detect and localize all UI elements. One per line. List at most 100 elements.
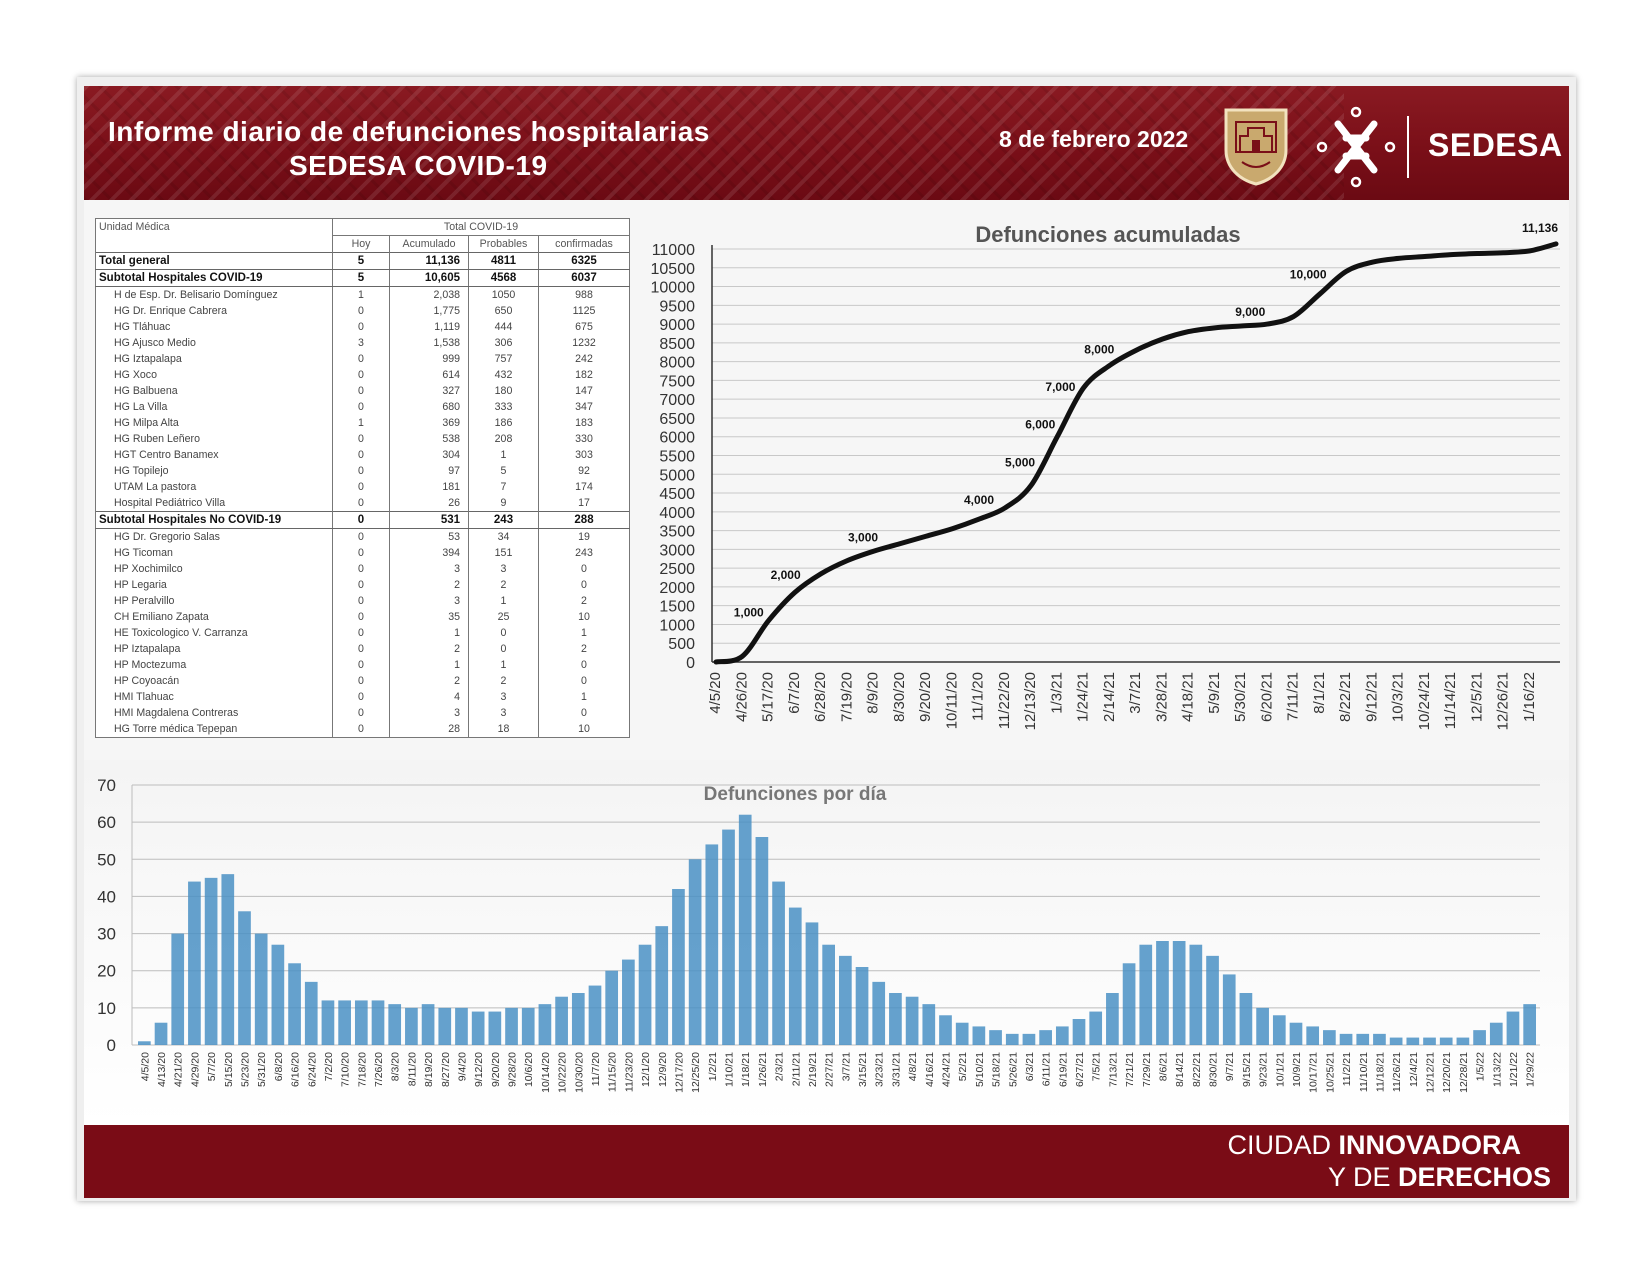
value-cell: 0 xyxy=(538,705,630,721)
value-cell: 2 xyxy=(538,593,630,609)
unit-name-cell: HG Ruben Leñero xyxy=(95,431,333,447)
value-cell: 394 xyxy=(389,545,469,561)
value-cell: 1,119 xyxy=(389,319,469,335)
deaths-by-hospital-table: Unidad Médica Total COVID-19 Hoy Acumula… xyxy=(95,218,630,738)
value-cell: 9 xyxy=(468,495,539,512)
value-cell: 680 xyxy=(389,399,469,415)
table-row: Hospital Pediátrico Villa 0 26 9 17 xyxy=(95,495,630,512)
table-row: HG Ajusco Medio 3 1,538 306 1232 xyxy=(95,335,630,351)
value-cell: 0 xyxy=(332,545,390,561)
unit-name-cell: HG La Villa xyxy=(95,399,333,415)
table-body: Total general 5 11,136 4811 6325 Subtotal Hos… xyxy=(95,252,630,738)
value-cell: 242 xyxy=(538,351,630,367)
value-cell: 35 xyxy=(389,609,469,625)
value-cell: 347 xyxy=(538,399,630,415)
value-cell: 92 xyxy=(538,463,630,479)
value-cell: 183 xyxy=(538,415,630,431)
logo-divider xyxy=(1407,116,1409,178)
value-cell: 19 xyxy=(538,528,630,545)
unit-name-cell: HP Moctezuma xyxy=(95,657,333,673)
unit-name-cell: CH Emiliano Zapata xyxy=(95,609,333,625)
table-row: HG Topilejo 0 97 5 92 xyxy=(95,463,630,479)
value-cell: 0 xyxy=(332,609,390,625)
value-cell: 0 xyxy=(332,479,390,495)
table-row: HGT Centro Banamex 0 304 1 303 xyxy=(95,447,630,463)
col-header-hoy: Hoy xyxy=(332,235,390,253)
value-cell: 288 xyxy=(538,511,630,529)
table-row: HP Moctezuma 0 1 1 0 xyxy=(95,657,630,673)
value-cell: 1 xyxy=(538,625,630,641)
table-row: HE Toxicologico V. Carranza 0 1 0 1 xyxy=(95,625,630,641)
value-cell: 432 xyxy=(468,367,539,383)
value-cell: 0 xyxy=(332,641,390,657)
table-row: HP Iztapalapa 0 2 0 2 xyxy=(95,641,630,657)
table-row: HP Peralvillo 0 3 1 2 xyxy=(95,593,630,609)
unit-name-cell: HG Dr. Enrique Cabrera xyxy=(95,303,333,319)
value-cell: 0 xyxy=(332,705,390,721)
unit-name-cell: Total general xyxy=(95,252,333,270)
unit-name-cell: HG Ticoman xyxy=(95,545,333,561)
value-cell: 5 xyxy=(468,463,539,479)
value-cell: 1125 xyxy=(538,303,630,319)
value-cell: 0 xyxy=(538,577,630,593)
table-row: HG Milpa Alta 1 369 186 183 xyxy=(95,415,630,431)
unit-name-cell: HGT Centro Banamex xyxy=(95,447,333,463)
value-cell: 1 xyxy=(389,657,469,673)
value-cell: 1050 xyxy=(468,286,539,303)
value-cell: 5 xyxy=(332,269,390,287)
value-cell: 1 xyxy=(389,625,469,641)
value-cell: 4811 xyxy=(468,252,539,270)
value-cell: 10,605 xyxy=(389,269,469,287)
value-cell: 531 xyxy=(389,511,469,529)
value-cell: 614 xyxy=(389,367,469,383)
value-cell: 243 xyxy=(538,545,630,561)
value-cell: 1232 xyxy=(538,335,630,351)
table-row: HG Iztapalapa 0 999 757 242 xyxy=(95,351,630,367)
table-row: HG Ruben Leñero 0 538 208 330 xyxy=(95,431,630,447)
value-cell: 151 xyxy=(468,545,539,561)
value-cell: 182 xyxy=(538,367,630,383)
value-cell: 1 xyxy=(468,657,539,673)
report-subtitle: SEDESA COVID-19 xyxy=(289,150,548,181)
value-cell: 0 xyxy=(332,625,390,641)
report-header: Informe diario de defunciones hospitalar… xyxy=(84,86,1569,200)
value-cell: 1 xyxy=(468,593,539,609)
value-cell: 1,538 xyxy=(389,335,469,351)
value-cell: 0 xyxy=(332,528,390,545)
unit-name-cell: Subtotal Hospitales No COVID-19 xyxy=(95,511,333,529)
col-header-probables: Probables xyxy=(468,235,539,253)
table-row: HG Balbuena 0 327 180 147 xyxy=(95,383,630,399)
table-row: HP Xochimilco 0 3 3 0 xyxy=(95,561,630,577)
slogan-line-2: Y DE DERECHOS xyxy=(1327,1162,1551,1192)
value-cell: 369 xyxy=(389,415,469,431)
value-cell: 34 xyxy=(468,528,539,545)
value-cell: 0 xyxy=(332,689,390,705)
group-column-header: Total COVID-19 xyxy=(332,218,630,236)
table-row: H de Esp. Dr. Belisario Domínguez 1 2,038 1… xyxy=(95,286,630,303)
unit-name-cell: HE Toxicologico V. Carranza xyxy=(95,625,333,641)
value-cell: 5 xyxy=(332,252,390,270)
value-cell: 0 xyxy=(332,721,390,738)
value-cell: 675 xyxy=(538,319,630,335)
value-cell: 0 xyxy=(332,447,390,463)
value-cell: 3 xyxy=(332,335,390,351)
value-cell: 7 xyxy=(468,479,539,495)
value-cell: 1 xyxy=(332,286,390,303)
table-row: HMI Tlahuac 0 4 3 1 xyxy=(95,689,630,705)
value-cell: 0 xyxy=(332,367,390,383)
value-cell: 3 xyxy=(389,705,469,721)
value-cell: 174 xyxy=(538,479,630,495)
value-cell: 1 xyxy=(332,415,390,431)
value-cell: 306 xyxy=(468,335,539,351)
value-cell: 4 xyxy=(389,689,469,705)
value-cell: 538 xyxy=(389,431,469,447)
value-cell: 2,038 xyxy=(389,286,469,303)
value-cell: 0 xyxy=(468,641,539,657)
value-cell: 0 xyxy=(332,593,390,609)
value-cell: 3 xyxy=(468,689,539,705)
value-cell: 3 xyxy=(468,561,539,577)
value-cell: 0 xyxy=(332,657,390,673)
value-cell: 3 xyxy=(389,593,469,609)
value-cell: 333 xyxy=(468,399,539,415)
table-row: HG Ticoman 0 394 151 243 xyxy=(95,545,630,561)
